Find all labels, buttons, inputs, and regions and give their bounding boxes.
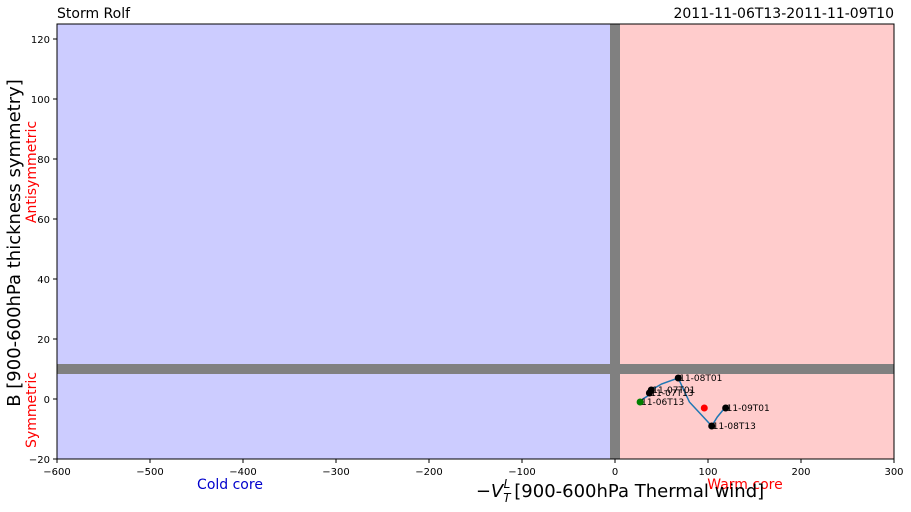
y-axis-title: B [900-600hPa thickness symmetry] — [4, 79, 25, 407]
x-tick-label: 100 — [698, 467, 717, 478]
x-tick-label: −500 — [136, 467, 163, 478]
x-tick-label: −200 — [415, 467, 442, 478]
y-tick-label: 60 — [37, 215, 50, 226]
track-marker-label: 11-06T13 — [641, 398, 684, 408]
x-axis-title-text: [900-600hPa Thermal wind] — [514, 481, 764, 502]
warm-core-label: Warm core — [707, 477, 782, 493]
x-axis-title: −VTL [900-600hPa Thermal wind] — [476, 477, 764, 505]
track-marker — [647, 386, 655, 394]
symmetric-label: Symmetric — [24, 372, 40, 448]
track-marker — [700, 404, 708, 412]
y-tick-label: 120 — [31, 35, 50, 46]
warm-core-region — [615, 24, 894, 459]
x-tick-label: −600 — [43, 467, 70, 478]
chart-title-right: 2011-11-06T13-2011-11-09T10 — [673, 6, 894, 22]
track-marker-label: 11-08T01 — [679, 374, 722, 384]
x-tick-label: 300 — [884, 467, 903, 478]
chart-title-left: Storm Rolf — [57, 6, 131, 22]
antisymmetric-label: Antisymmetric — [24, 121, 40, 223]
horizontal-threshold-band — [57, 364, 894, 374]
y-axis: −20 0 20 40 60 80 100 120 — [29, 35, 57, 466]
y-tick-label: 20 — [37, 335, 50, 346]
track-marker-label: 11-07T01 — [652, 386, 695, 396]
x-axis-title-sub: T — [503, 491, 512, 505]
x-tick-label: −100 — [508, 467, 535, 478]
track-marker — [708, 422, 716, 430]
y-tick-label: −20 — [29, 455, 50, 466]
x-axis-title-math: −V — [476, 481, 505, 502]
x-axis: −600 −500 −400 −300 −200 −100 0 100 200 300 — [43, 459, 904, 478]
x-tick-label: 200 — [791, 467, 810, 478]
plot-frame — [56, 23, 895, 460]
track-marker — [674, 374, 682, 382]
track-marker-label: 11-07T13 — [650, 389, 693, 399]
y-tick-label: 40 — [37, 275, 50, 286]
track-marker-label: 11-08T13 — [713, 422, 756, 432]
x-tick-label: −400 — [229, 467, 256, 478]
x-tick-label: −300 — [322, 467, 349, 478]
cold-core-region — [57, 24, 615, 459]
vertical-threshold-band — [610, 24, 620, 459]
y-tick-label: 80 — [37, 155, 50, 166]
x-tick-label: 0 — [612, 467, 618, 478]
track-marker — [636, 398, 644, 406]
y-tick-label: 0 — [44, 395, 50, 406]
x-axis-title-sup: L — [504, 477, 511, 491]
y-tick-label: 100 — [31, 95, 50, 106]
cold-core-label: Cold core — [197, 477, 263, 493]
track-marker-label: 11-09T01 — [727, 404, 770, 414]
track-marker — [722, 404, 730, 412]
